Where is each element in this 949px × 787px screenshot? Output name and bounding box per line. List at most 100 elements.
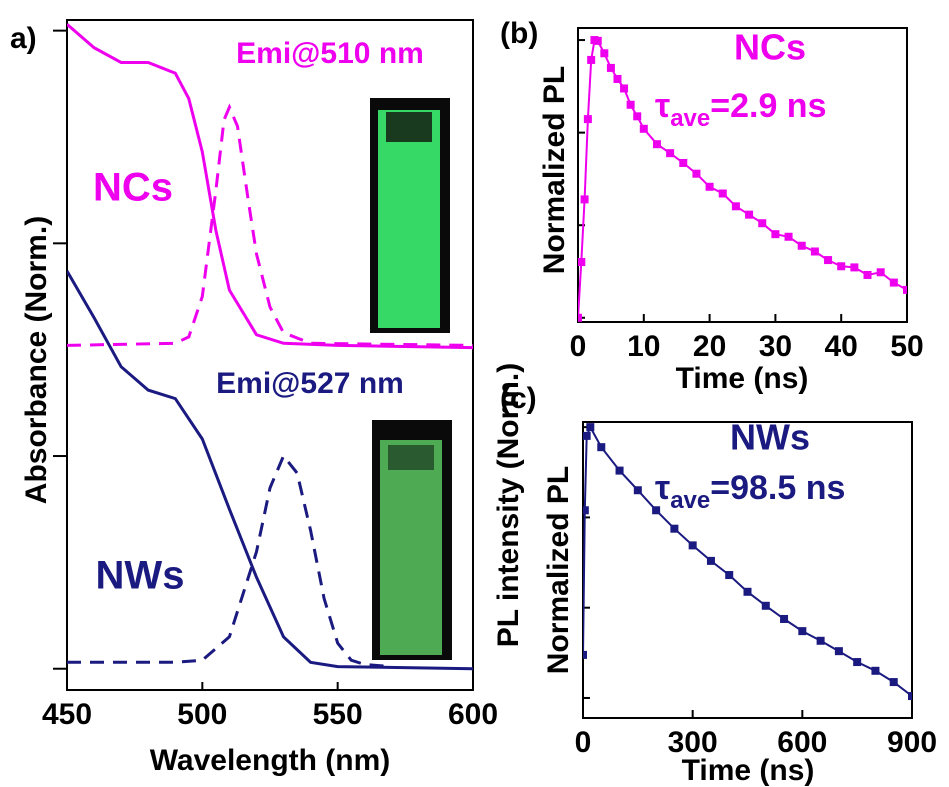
- data-point: [889, 678, 898, 687]
- data-point: [583, 650, 587, 659]
- series-group: [578, 36, 907, 322]
- annotation: Emi@527 nm: [216, 367, 404, 400]
- x-tick-label: 600: [777, 726, 827, 759]
- data-point: [705, 182, 714, 191]
- tau: τ: [655, 87, 670, 125]
- data-point: [578, 258, 586, 267]
- annotation: NCs: [734, 27, 806, 68]
- data-point: [853, 658, 862, 667]
- data-point: [620, 84, 629, 93]
- data-point: [670, 524, 679, 533]
- data-point: [876, 268, 885, 277]
- plot-frame: [66, 19, 474, 691]
- x-tick-label: 500: [177, 698, 227, 731]
- data-point: [652, 140, 661, 149]
- annotation: Emi@510 nm: [236, 37, 424, 70]
- x-axis-label: Time (ns): [676, 362, 809, 395]
- data-point: [745, 210, 754, 219]
- panel-label: a): [10, 22, 37, 55]
- tau-sub: ave: [670, 487, 710, 514]
- data-point: [666, 149, 675, 158]
- annotation: NWs: [730, 417, 810, 458]
- panel-label: (b): [500, 17, 538, 50]
- tau-sub: ave: [670, 105, 710, 132]
- series-group: [67, 23, 473, 671]
- x-tick-label: 0: [570, 330, 587, 363]
- series-line: [67, 103, 473, 347]
- x-axis-label: Wavelength (nm): [150, 744, 391, 777]
- data-point: [600, 49, 609, 58]
- y-axis-label: Absorbance (Norm.): [20, 216, 53, 504]
- x-tick-label: 40: [825, 330, 858, 363]
- annotation: τave=98.5 ns: [655, 469, 845, 514]
- x-axis-label: Time (ns): [682, 754, 815, 787]
- tau-value: =2.9 ns: [710, 87, 826, 125]
- plot-frame: [577, 27, 908, 323]
- data-point: [639, 124, 648, 133]
- data-point: [797, 241, 806, 250]
- tau-value: =98.5 ns: [710, 469, 845, 507]
- shared-y-label: PL intensity (Norm.): [492, 363, 525, 647]
- data-point: [850, 263, 859, 272]
- data-point: [761, 601, 770, 610]
- x-tick-label: 900: [887, 726, 937, 759]
- series-line: [67, 270, 473, 671]
- series-line: [578, 38, 907, 318]
- data-point: [578, 313, 582, 322]
- data-point: [586, 423, 595, 432]
- data-point: [583, 115, 592, 124]
- annotation: NWs: [96, 554, 185, 598]
- data-point: [580, 195, 589, 204]
- data-point: [871, 666, 880, 675]
- annotation: NCs: [93, 166, 173, 210]
- data-point: [706, 556, 715, 565]
- data-point: [834, 647, 843, 656]
- data-point: [725, 571, 734, 580]
- data-point: [583, 506, 589, 515]
- x-tick-label: 300: [668, 726, 718, 759]
- inset-photo: [370, 98, 452, 660]
- data-point: [837, 262, 846, 271]
- data-point: [771, 230, 780, 239]
- data-point: [784, 232, 793, 241]
- tau: τ: [655, 469, 670, 507]
- panel-label: (c): [500, 382, 537, 415]
- data-point: [593, 36, 602, 45]
- data-point: [810, 247, 819, 256]
- data-point: [633, 486, 642, 495]
- series-line: [67, 23, 473, 350]
- x-tick-label: 30: [759, 330, 792, 363]
- data-point: [613, 74, 622, 83]
- series-line: [583, 424, 912, 697]
- data-point: [626, 100, 635, 109]
- data-point: [908, 692, 912, 701]
- x-tick-label: 550: [313, 698, 363, 731]
- data-point: [633, 112, 642, 121]
- x-tick-label: 50: [890, 330, 923, 363]
- data-point: [758, 219, 767, 228]
- data-point: [863, 270, 872, 279]
- x-tick-label: 10: [627, 330, 660, 363]
- data-point: [652, 506, 661, 515]
- data-point: [718, 189, 727, 198]
- data-point: [679, 158, 688, 167]
- annotation: τave=2.9 ns: [655, 87, 826, 132]
- data-point: [688, 541, 697, 550]
- data-point: [587, 55, 596, 64]
- series-line: [67, 453, 392, 669]
- data-point: [731, 202, 740, 211]
- data-point: [692, 169, 701, 178]
- plot-frame: [582, 421, 913, 719]
- y-axis-label: Normalized PL: [538, 66, 571, 274]
- series-group: [583, 423, 912, 701]
- x-tick-label: 0: [575, 726, 592, 759]
- data-point: [615, 466, 624, 475]
- y-axis-label: Normalized PL: [542, 466, 575, 674]
- data-point: [824, 256, 833, 265]
- data-point: [889, 278, 898, 287]
- data-point: [903, 285, 907, 294]
- x-tick-label: 20: [693, 330, 726, 363]
- data-point: [597, 443, 606, 452]
- data-point: [816, 636, 825, 645]
